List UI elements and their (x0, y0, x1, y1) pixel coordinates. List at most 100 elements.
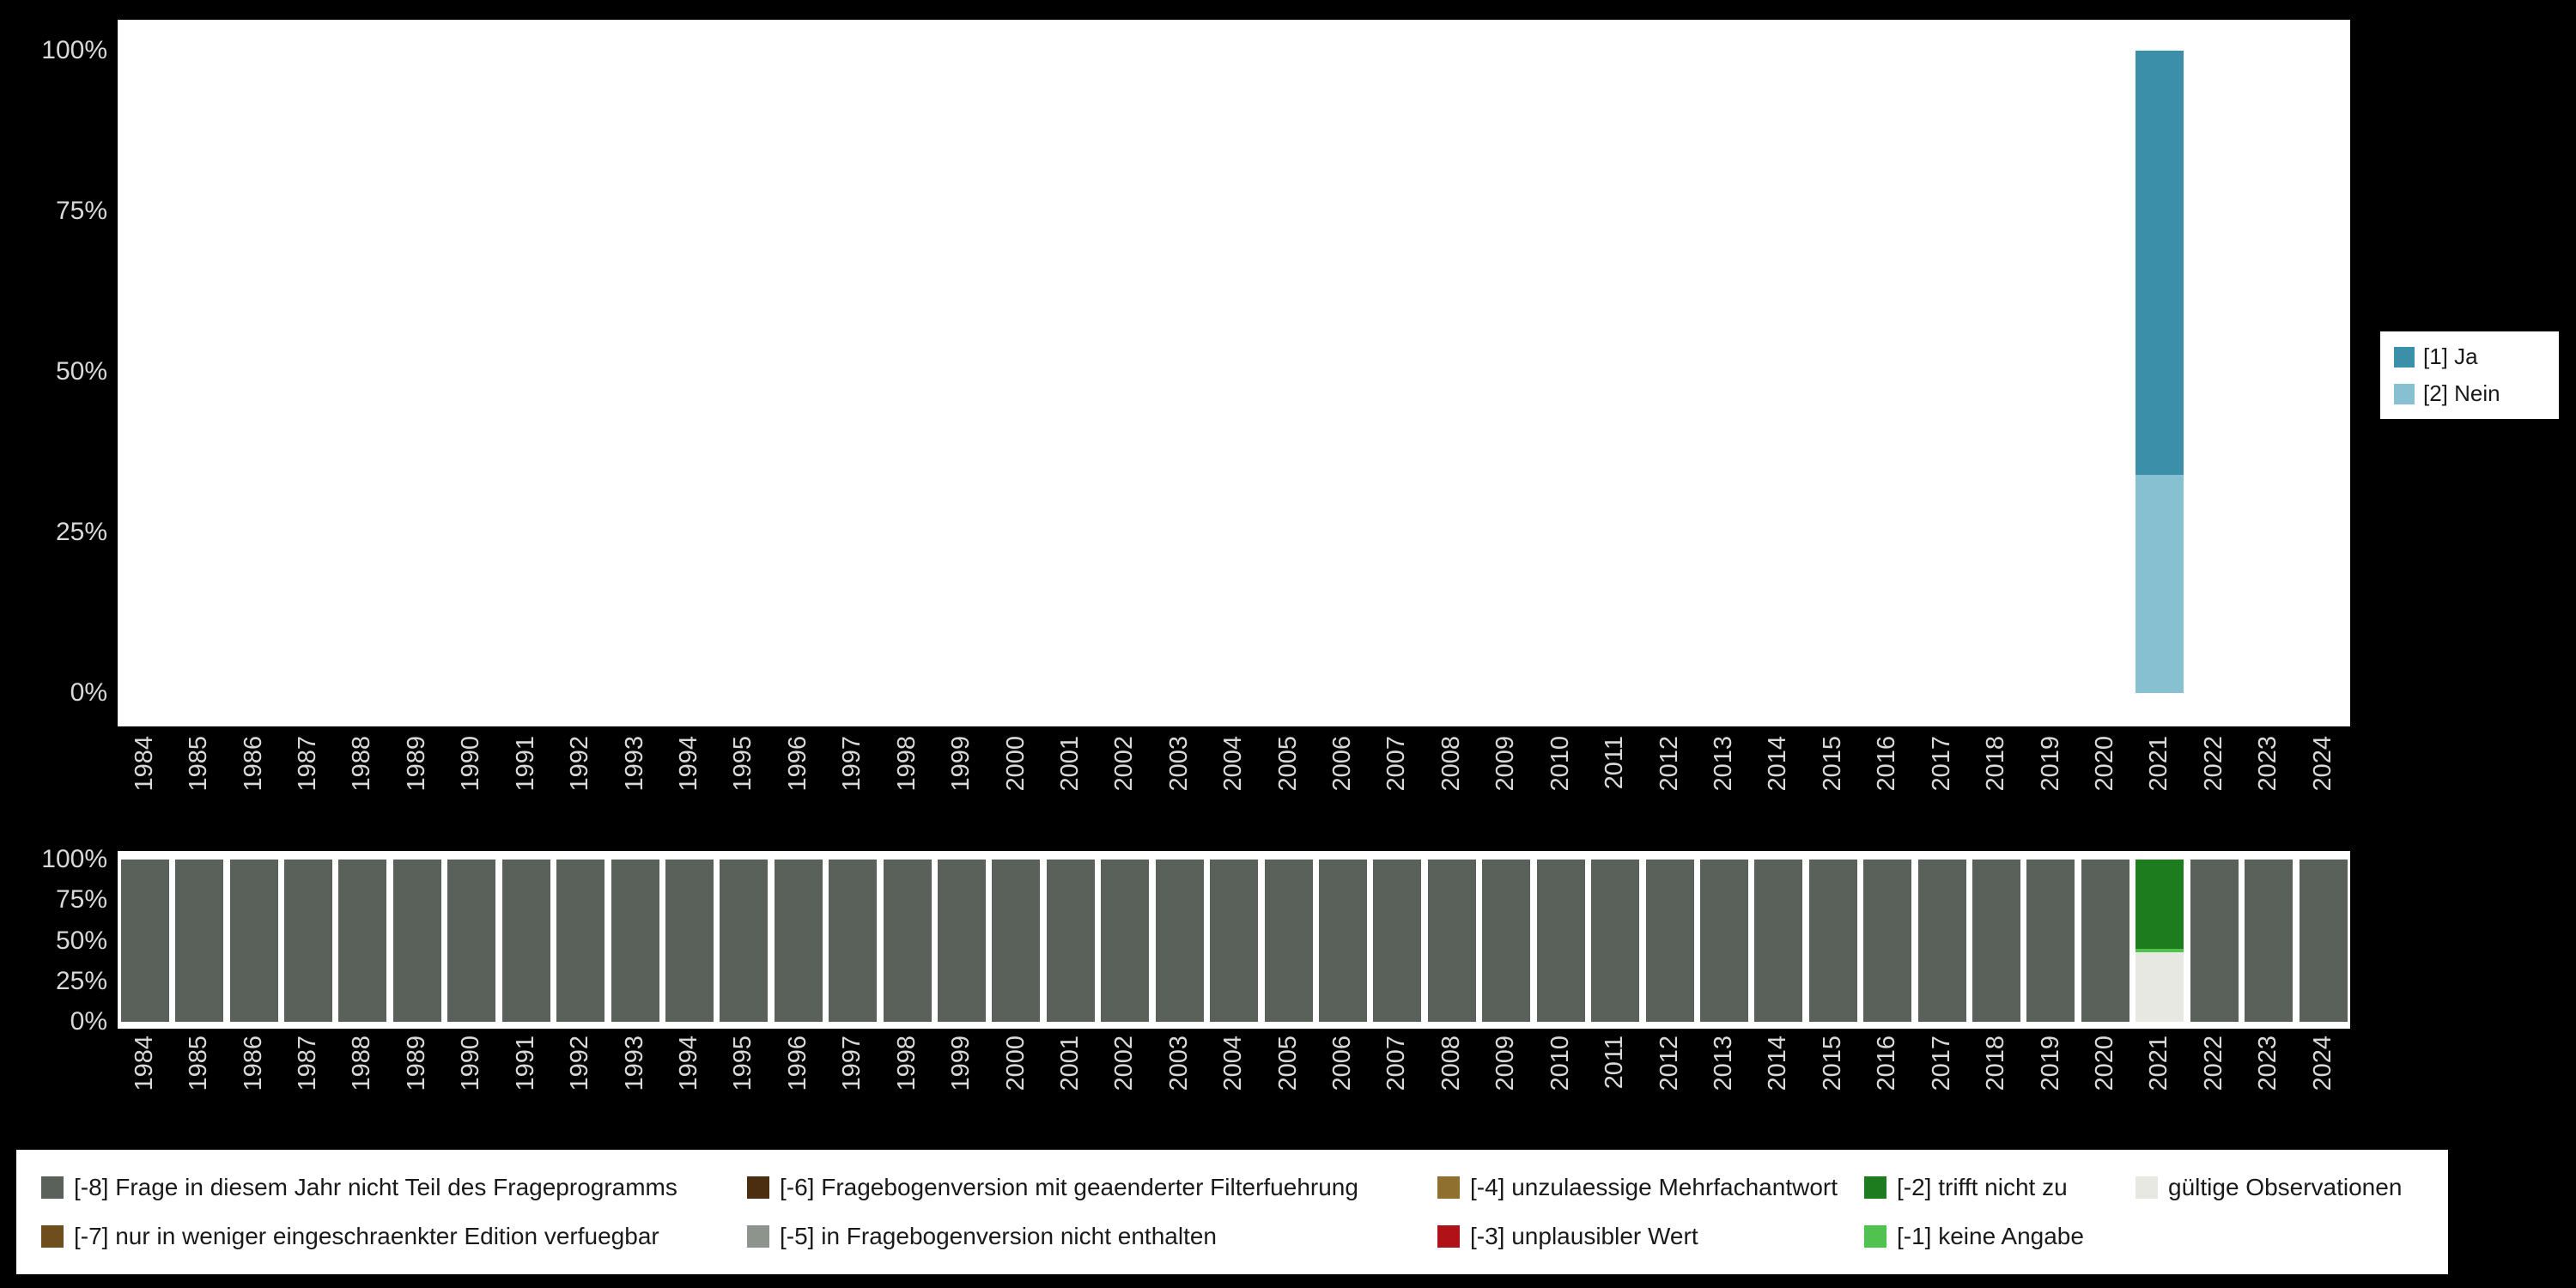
missings-bar-1990[interactable] (447, 860, 496, 1022)
legend-label: [-6] Fragebogenversion mit geaenderter F… (780, 1174, 1358, 1201)
x-axis-year-label: 2016 (1873, 736, 1901, 792)
missings-bar-slot-1995 (717, 860, 771, 1022)
missings-x-tick: 1988 (336, 1036, 390, 1132)
missings-bar-2022[interactable] (2190, 860, 2239, 1022)
missings-x-tick: 2017 (1915, 1036, 1969, 1132)
missings-bar-2010[interactable] (1536, 860, 1585, 1022)
x-axis-year-label: 2022 (2199, 736, 2227, 792)
missings-x-tick: 2012 (1643, 1036, 1697, 1132)
missings-bar-2017[interactable] (1917, 860, 1966, 1022)
values-bar-slot-2007 (1370, 51, 1425, 693)
bar-segment (1917, 860, 1966, 1022)
missings-bar-2018[interactable] (1972, 860, 2021, 1022)
missings-bar-1986[interactable] (229, 860, 278, 1022)
bar-segment (774, 860, 823, 1022)
missings-x-tick: 2010 (1534, 1036, 1588, 1132)
missings-x-tick: 1995 (717, 1036, 771, 1132)
x-axis-year-label: 1993 (620, 1036, 648, 1091)
missings-x-tick: 2016 (1861, 1036, 1915, 1132)
values-bar-2021[interactable] (2136, 51, 2184, 693)
missings-bar-2014[interactable] (1754, 860, 1803, 1022)
bar-segment (501, 860, 550, 1022)
missings-bar-2009[interactable] (1482, 860, 1531, 1022)
x-axis-year-label: 2019 (2036, 1036, 2064, 1091)
values-y-tick-label: 100% (41, 36, 107, 64)
x-axis-year-label: 2003 (1164, 736, 1193, 792)
missings-bar-2012[interactable] (1645, 860, 1694, 1022)
missings-bar-1984[interactable] (120, 860, 169, 1022)
missings-bar-2019[interactable] (2026, 860, 2075, 1022)
x-axis-year-label: 1988 (348, 1036, 376, 1091)
values-x-tick: 1988 (336, 736, 390, 832)
values-x-tick: 1998 (880, 736, 934, 832)
missings-bar-1994[interactable] (665, 860, 714, 1022)
values-x-tick: 1993 (608, 736, 662, 832)
missings-bar-1985[interactable] (175, 860, 224, 1022)
missings-bar-slot-2005 (1261, 860, 1315, 1022)
values-x-tick: 2004 (1206, 736, 1261, 832)
missings-bar-1991[interactable] (501, 860, 550, 1022)
missings-bar-2006[interactable] (1318, 860, 1367, 1022)
bar-segment (2136, 51, 2184, 475)
missings-bar-2020[interactable] (2081, 860, 2129, 1022)
values-x-tick: 2010 (1534, 736, 1588, 832)
bar-segment (392, 860, 441, 1022)
values-x-tick: 2000 (989, 736, 1043, 832)
values-x-tick: 1995 (717, 736, 771, 832)
missings-bar-1987[interactable] (283, 860, 332, 1022)
missings-bar-2024[interactable] (2299, 860, 2348, 1022)
x-axis-year-label: 1995 (729, 736, 757, 792)
bar-segment (1373, 860, 1422, 1022)
bar-segment (938, 860, 987, 1022)
missings-bar-2003[interactable] (1155, 860, 1204, 1022)
missings-bar-2016[interactable] (1863, 860, 1912, 1022)
missings-x-tick: 1992 (553, 1036, 607, 1132)
missings-bar-2011[interactable] (1591, 860, 1640, 1022)
values-bar-slot-2016 (1861, 51, 1915, 693)
x-axis-year-label: 1989 (402, 1036, 430, 1091)
missings-bar-1993[interactable] (611, 860, 659, 1022)
legend-item: [-7] nur in weniger eingeschraenkter Edi… (41, 1212, 747, 1261)
x-axis-year-label: 2000 (1001, 1036, 1030, 1091)
missings-bar-slot-1997 (825, 860, 879, 1022)
values-x-axis: 1984 1985 1986 1987 1988 1989 1990 1991 1992 1993… (118, 736, 2350, 832)
x-axis-year-label: 1985 (185, 736, 213, 792)
missings-bar-2000[interactable] (992, 860, 1041, 1022)
bar-segment (1591, 860, 1640, 1022)
missings-bar-slot-1999 (934, 860, 988, 1022)
missings-x-tick: 2001 (1043, 1036, 1097, 1132)
missings-bar-2013[interactable] (1699, 860, 1748, 1022)
missings-bar-2021[interactable] (2136, 860, 2184, 1022)
missings-bar-1999[interactable] (938, 860, 987, 1022)
missings-x-tick: 2007 (1370, 1036, 1425, 1132)
missings-bar-2004[interactable] (1210, 860, 1259, 1022)
missings-bar-2001[interactable] (1046, 860, 1095, 1022)
missings-bar-slot-2001 (1043, 860, 1097, 1022)
missings-x-tick: 2008 (1425, 1036, 1479, 1132)
bar-segment (1645, 860, 1694, 1022)
missings-bar-2015[interactable] (1808, 860, 1857, 1022)
legend-label: [-2] trifft nicht zu (1897, 1174, 2068, 1201)
missings-bar-1992[interactable] (556, 860, 605, 1022)
missings-bar-2008[interactable] (1427, 860, 1476, 1022)
missings-bar-2005[interactable] (1264, 860, 1313, 1022)
bar-segment (2136, 948, 2184, 952)
missings-bar-1995[interactable] (720, 860, 769, 1022)
bar-segment (1536, 860, 1585, 1022)
missings-bar-1998[interactable] (883, 860, 932, 1022)
missings-bars (118, 860, 2350, 1022)
values-bar-slot-1984 (118, 51, 172, 693)
x-axis-year-label: 2009 (1492, 1036, 1520, 1091)
missings-bar-2002[interactable] (1101, 860, 1150, 1022)
missings-bar-1996[interactable] (774, 860, 823, 1022)
missings-bar-1989[interactable] (392, 860, 441, 1022)
missings-bar-2023[interactable] (2245, 860, 2293, 1022)
missings-bar-slot-2018 (1969, 860, 2023, 1022)
legend-item: [-5] in Fragebogenversion nicht enthalte… (747, 1212, 1437, 1261)
missings-bar-1997[interactable] (829, 860, 878, 1022)
missings-bar-slot-1993 (608, 860, 662, 1022)
values-x-tick: 2021 (2133, 736, 2187, 832)
missings-bar-1988[interactable] (338, 860, 387, 1022)
x-axis-year-label: 1988 (348, 736, 376, 792)
missings-bar-2007[interactable] (1373, 860, 1422, 1022)
